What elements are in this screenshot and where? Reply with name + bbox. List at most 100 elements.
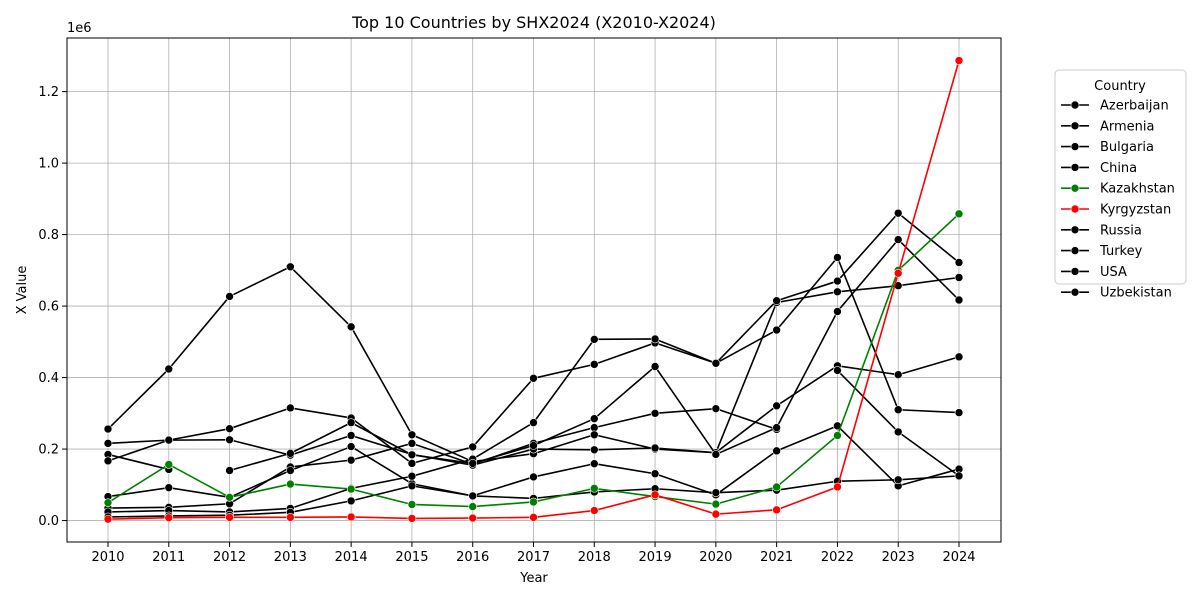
data-point [954, 352, 964, 362]
data-point [772, 482, 781, 492]
x-tick-label: 2021 [760, 550, 793, 565]
legend-entry: Bulgaria [1061, 140, 1154, 155]
legend: Country Azerbaijan Armenia Bulgaria China Ka… [1054, 69, 1187, 301]
data-point [893, 268, 903, 278]
data-point [346, 512, 356, 522]
data-point [346, 418, 356, 427]
legend-entry: Kyrgyzstan [1061, 203, 1171, 218]
legend-label: China [1100, 161, 1137, 176]
legend-label: USA [1100, 265, 1127, 280]
legend-marker [1070, 100, 1080, 110]
y-tick-label: 1.0 [38, 157, 59, 172]
series-line [107, 407, 777, 509]
x-tick-label: 2014 [335, 550, 368, 565]
data-point [346, 431, 356, 440]
y-ticks: 0.0 0.2 0.4 0.6 0.8 1.0 1.2 [38, 85, 67, 529]
data-point [468, 491, 478, 501]
x-tick-label: 2010 [91, 550, 124, 565]
legend-label: Russia [1100, 223, 1142, 238]
legend-label: Azerbaijan [1100, 99, 1169, 114]
data-point [954, 56, 964, 65]
series-usa [103, 208, 964, 517]
data-point [407, 430, 417, 440]
legend-items: Azerbaijan Armenia Bulgaria China Kazakhstan… [1061, 99, 1175, 301]
data-point [164, 460, 174, 469]
data-point [711, 358, 721, 368]
data-point [286, 479, 295, 489]
legend-label: Armenia [1100, 119, 1155, 134]
data-point [589, 506, 599, 515]
data-point [833, 482, 842, 492]
data-point [589, 335, 599, 344]
data-point [407, 514, 417, 523]
data-point [225, 493, 234, 502]
x-tick-label: 2012 [213, 550, 246, 565]
legend-entry: Azerbaijan [1061, 99, 1169, 114]
legend-marker [1070, 142, 1080, 151]
data-point [164, 435, 174, 445]
series-unlabeled-11 [833, 366, 964, 481]
data-point [346, 442, 356, 451]
data-point [346, 455, 356, 465]
data-point [468, 502, 478, 511]
data-point [346, 496, 356, 506]
data-point [164, 364, 174, 374]
data-point [589, 423, 599, 432]
data-point [468, 513, 478, 523]
legend-label: Bulgaria [1100, 140, 1154, 155]
data-point [225, 466, 234, 475]
legend-marker [1070, 121, 1080, 131]
data-point [286, 449, 295, 458]
x-tick-label: 2023 [882, 550, 915, 565]
y-tick-label: 0.2 [38, 443, 59, 458]
data-point [407, 439, 417, 448]
data-point [954, 295, 964, 305]
data-point [225, 435, 234, 445]
data-point [468, 459, 478, 468]
data-point [103, 456, 113, 466]
series-layer [103, 56, 964, 524]
y-tick-label: 1.2 [38, 85, 59, 100]
data-point [833, 307, 842, 316]
chart-title: Top 10 Countries by SHX2024 (X2010-X2024… [351, 13, 716, 32]
legend-entry: Russia [1061, 223, 1142, 238]
legend-marker [1070, 163, 1080, 172]
data-point [893, 370, 903, 380]
data-point [589, 430, 599, 440]
data-point [954, 408, 964, 417]
legend-marker [1070, 183, 1080, 193]
data-point [711, 450, 721, 459]
data-point [650, 334, 660, 344]
y-tick-label: 0.4 [38, 371, 59, 386]
y-tick-label: 0.0 [38, 514, 59, 529]
legend-label: Uzbekistan [1100, 286, 1172, 301]
data-point [529, 472, 538, 482]
x-tick-label: 2019 [639, 550, 672, 565]
data-point [407, 471, 417, 481]
data-point [650, 490, 660, 500]
x-axis-label: Year [519, 571, 548, 586]
data-point [954, 471, 964, 481]
data-point [893, 405, 903, 415]
data-point [103, 514, 113, 524]
data-point [529, 497, 538, 507]
legend-label: Turkey [1099, 244, 1143, 259]
x-tick-label: 2016 [456, 550, 489, 565]
data-point [468, 442, 478, 452]
data-point [650, 469, 660, 479]
data-point [833, 276, 842, 286]
data-point [954, 273, 964, 282]
y-tick-label: 0.6 [38, 300, 59, 315]
series-turkey [103, 253, 964, 468]
data-point [529, 513, 538, 522]
y-axis-label: X Value [15, 266, 30, 315]
legend-title: Country [1094, 79, 1146, 94]
legend-marker [1070, 225, 1080, 235]
data-point [650, 362, 660, 371]
series-kyrgyzstan [103, 56, 964, 524]
legend-marker [1070, 287, 1080, 297]
data-point [589, 484, 599, 493]
x-ticks: 2010 2011 2012 2013 2014 2015 2016 2017 2018 2019… [91, 542, 976, 565]
x-tick-label: 2018 [578, 550, 611, 565]
data-point [529, 441, 538, 450]
